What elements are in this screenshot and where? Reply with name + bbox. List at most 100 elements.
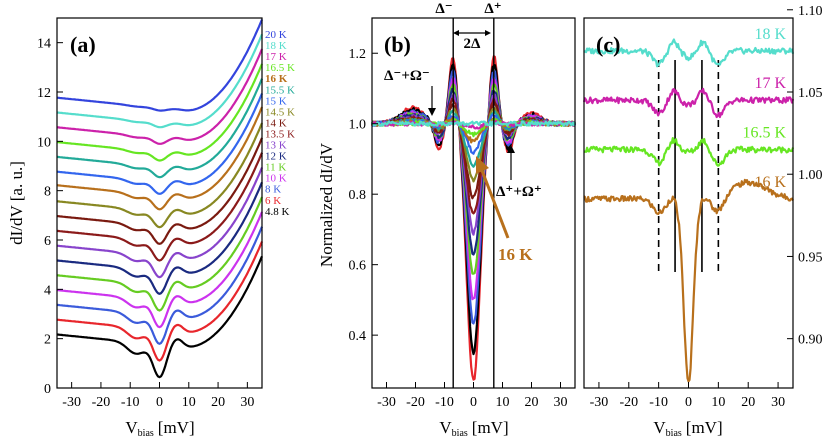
panel-a-ytick-label: 12: [37, 86, 51, 101]
panel-a-ytick-label: 4: [44, 283, 51, 298]
panel-a-legend-entry: 15.5 K: [265, 84, 295, 96]
panel-b-xtick-label: -10: [435, 395, 454, 410]
panel-b-xtick-label: 0: [470, 395, 477, 410]
panel-a-legend-entry: 10 K: [265, 173, 287, 185]
panel-a-ylabel: dI/dV [a. u.]: [7, 161, 26, 245]
panel-a-ytick-label: 0: [44, 382, 51, 397]
panel-a-xtick-label: 10: [182, 395, 196, 410]
panel-c-ytick-label: 1.05: [798, 86, 823, 101]
panel-a-legend-entry: 16 K: [265, 73, 288, 85]
panel-a-series-135K: [56, 152, 264, 262]
panel-b-gap-lines: [452, 18, 495, 388]
panel-c-ytick-label: 0.90: [798, 333, 823, 348]
panel-a-legend-entry: 15 K: [265, 95, 287, 107]
panel-a-xtick-label: -20: [92, 395, 111, 410]
panel-b-xtick-label: 30: [554, 395, 568, 410]
panel-c-series-label: 16.5 K: [742, 125, 786, 142]
panel-c-ticks: -30 -20 -10 0 10 20 30 0.90 0.95 1.00 1.05 1.10: [590, 4, 823, 410]
panel-c-xlabel-v: V: [653, 418, 666, 437]
panel-b-ytick-label: 1.0: [349, 118, 367, 133]
panel-a-series-155K: [56, 78, 264, 179]
panel-a: -30 -20 -10 0 10 20 30 0 2 4 6 8 10 12 14 (a) 20 K18 K…: [7, 17, 295, 439]
panel-c-xtick-label: -30: [590, 395, 609, 410]
panel-a-legend-entry: 8 K: [265, 184, 281, 196]
panel-c-xlabel-unit: [mV]: [686, 418, 723, 437]
panel-c-ytick-label: 1.00: [798, 168, 823, 183]
panel-b-xlabel: Vbias [mV]: [439, 418, 508, 439]
panel-c-xlabel-sub: bias: [666, 428, 682, 439]
panel-b-label: (b): [384, 32, 411, 57]
panel-a-xlabel: Vbias [mV]: [125, 418, 194, 439]
panel-c-series-label: 16 K: [754, 174, 786, 191]
panel-a-series-17K: [56, 48, 264, 145]
delta-minus-omega-arrowhead: [428, 108, 436, 116]
panel-b-xlabel-unit: [mV]: [472, 418, 509, 437]
panel-c-xtick-label: 10: [711, 395, 725, 410]
panel-a-legend-entry: 11 K: [265, 162, 286, 174]
panel-a-series-6K: [56, 241, 264, 362]
two-delta-arrowhead-left: [453, 30, 459, 36]
panel-a-series-18K: [56, 33, 264, 129]
panel-c: -30 -20 -10 0 10 20 30 0.90 0.95 1.00 1.05 1.10 (c)…: [582, 4, 823, 439]
highlight-16k-arrowhead: [476, 156, 489, 174]
panel-a-series-165K: [56, 63, 264, 162]
panel-a-legend-entry: 16.5 K: [265, 62, 295, 74]
panel-a-ytick-label: 6: [44, 234, 51, 249]
panel-a-legend-entry: 13 K: [265, 140, 287, 152]
panel-b-ytick-label: 0.8: [349, 188, 367, 203]
panel-a-legend-entry: 12 K: [265, 151, 287, 163]
panel-c-guide-lines: [657, 60, 720, 272]
panel-c-series-16K: [583, 178, 794, 383]
panel-b-xtick-label: 10: [496, 395, 510, 410]
panel-b: -30 -20 -10 0 10 20 30 0.4 0.6 0.8 1.0 1.2 (b) Norm…: [317, 1, 577, 439]
panel-a-series-20K: [56, 19, 264, 112]
delta-minus-label: Δ⁻: [435, 1, 452, 17]
panel-b-series: [370, 55, 577, 381]
panel-b-series: [371, 76, 576, 301]
panel-c-xtick-label: 30: [771, 395, 785, 410]
panel-a-xtick-label: -10: [121, 395, 140, 410]
panel-a-legend-entry: 14 K: [265, 117, 287, 129]
panel-a-frame: [56, 17, 263, 389]
panel-c-series-18K: [583, 38, 795, 68]
panel-c-ytick-label: 1.10: [798, 4, 823, 19]
delta-plus-omega-arrowhead: [507, 145, 515, 153]
panel-a-series-10K: [56, 211, 264, 329]
panel-c-frame: [583, 17, 794, 389]
panel-a-series-8K: [56, 226, 264, 345]
panel-c-ytick-label: 0.95: [798, 250, 823, 265]
panel-a-series-11K: [56, 196, 264, 312]
panel-c-xtick-label: -10: [649, 395, 668, 410]
panel-a-legend: 20 K18 K17 K16.5 K16 K15.5 K15 K14.5 K14…: [265, 29, 295, 218]
panel-a-series-14K: [56, 137, 264, 245]
panel-c-label: (c): [596, 32, 620, 57]
panel-b-ylabel: Normalized dI/dV: [317, 142, 336, 267]
panel-c-xtick-label: -20: [619, 395, 638, 410]
panel-a-xtick-label: 30: [240, 395, 254, 410]
panel-c-xlabel: Vbias [mV]: [653, 418, 722, 439]
panel-b-series: [371, 63, 576, 356]
delta-plus-label: Δ⁺: [484, 1, 501, 17]
panel-c-series-17K: [582, 87, 795, 119]
highlight-16k-arrow: [479, 167, 510, 239]
panel-a-series-48K: [56, 255, 264, 379]
panel-b-ytick-label: 0.4: [349, 329, 367, 344]
panel-c-xtick-label: 0: [685, 395, 692, 410]
panel-a-legend-entry: 18 K: [265, 40, 287, 52]
panel-b-xtick-label: -30: [377, 395, 396, 410]
panel-a-xtick-label: 0: [156, 395, 163, 410]
panel-b-ytick-label: 1.2: [349, 47, 367, 62]
panel-a-series-145K: [56, 122, 264, 229]
panel-b-xlabel-v: V: [439, 418, 452, 437]
two-delta-arrowhead-right: [485, 30, 491, 36]
panel-b-xlabel-sub: bias: [452, 428, 468, 439]
panel-a-ytick-label: 14: [37, 37, 51, 52]
panel-a-ticks: -30 -20 -10 0 10 20 30 0 2 4 6 8 10 12 14: [37, 37, 254, 410]
panel-a-ytick-label: 8: [44, 185, 51, 200]
panel-c-curves: [582, 38, 795, 383]
panel-a-legend-entry: 14.5 K: [265, 106, 295, 118]
panel-c-series-165K: [583, 137, 795, 167]
panel-b-ticks: -30 -20 -10 0 10 20 30 0.4 0.6 0.8 1.0 1.2: [349, 47, 568, 410]
panel-a-xtick-label: 20: [211, 395, 225, 410]
